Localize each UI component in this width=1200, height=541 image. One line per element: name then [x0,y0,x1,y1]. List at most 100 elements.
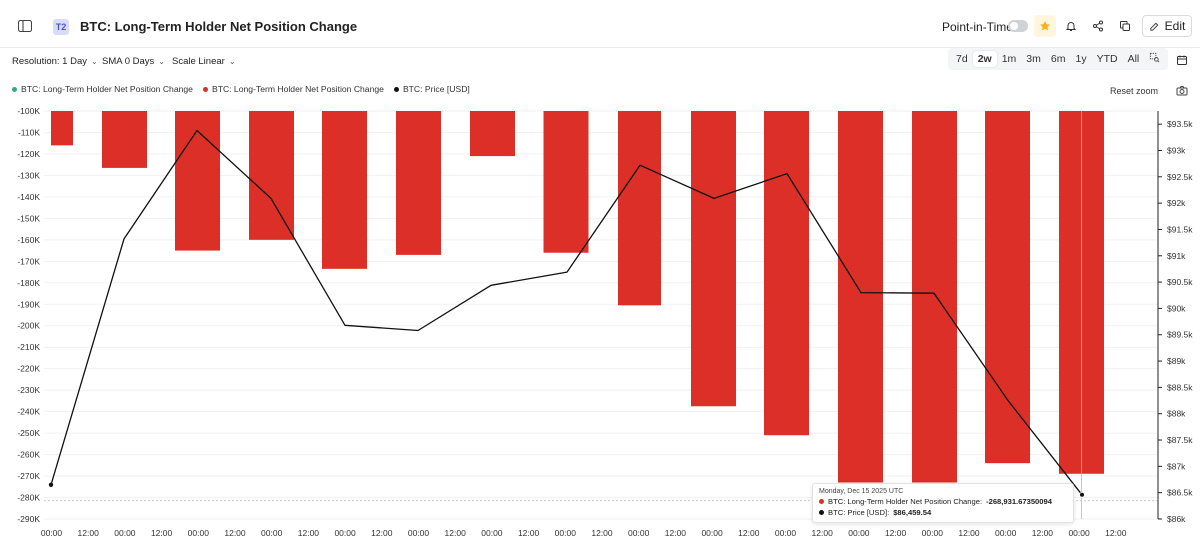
bar-net-position-change[interactable] [396,111,441,255]
duplicate-button[interactable] [1114,15,1136,37]
x-tick-label: 00:00 [922,528,944,538]
legend-item[interactable]: BTC: Price [USD] [393,84,470,94]
legend-label: BTC: Price [USD] [402,84,470,94]
range-button-1m[interactable]: 1m [1001,53,1017,65]
resolution-select[interactable]: Resolution: 1 Day ⌄ [12,56,98,67]
chart-controls: Resolution: 1 Day ⌄ SMA 0 Days ⌄ Scale Lin… [0,50,1200,74]
x-tick-label: 12:00 [1105,528,1127,538]
y-tick-label-right: $89.5k [1167,330,1193,340]
legend-label: BTC: Long-Term Holder Net Position Chang… [21,84,193,94]
y-tick-label-left: -230K [17,385,40,395]
y-tick-label-right: $88.5k [1167,382,1193,392]
x-tick-label: 12:00 [665,528,687,538]
y-tick-label-left: -120K [17,149,40,159]
alerts-button[interactable] [1060,15,1082,37]
chevron-down-icon: ⌄ [158,57,165,66]
x-tick-label: 12:00 [224,528,246,538]
tooltip-value: $86,459.54 [893,508,932,517]
y-tick-label-left: -100K [17,106,40,116]
range-button-1y[interactable]: 1y [1075,53,1087,65]
date-picker-button[interactable] [1172,50,1192,70]
price-point-start [48,482,54,487]
bar-net-position-change[interactable] [985,111,1030,464]
x-tick-label: 00:00 [481,528,503,538]
y-tick-label-left: -210K [17,342,40,352]
y-tick-label-right: $91.5k [1167,224,1193,234]
bar-net-position-change[interactable] [470,111,515,157]
chart-tooltip: Monday, Dec 15 2025 UTC BTC: Long-Term H… [812,483,1074,523]
bar-net-position-change[interactable] [838,111,883,483]
reset-zoom-button[interactable]: Reset zoom [1110,86,1159,96]
scale-value: Scale Linear [172,56,225,67]
chevron-down-icon: ⌄ [228,57,236,66]
favorite-button[interactable] [1034,15,1056,37]
range-button-2w[interactable]: 2w [972,51,997,67]
sma-select[interactable]: SMA 0 Days ⌄ [102,56,165,67]
sidebar-toggle-button[interactable] [12,14,38,38]
bar-net-position-change[interactable] [175,111,220,251]
x-tick-label: 00:00 [701,528,723,538]
x-tick-label: 12:00 [958,528,980,538]
range-button-ytd[interactable]: YTD [1096,53,1118,65]
bar-net-position-change[interactable] [51,111,73,146]
tier-badge: T2 [53,19,69,35]
range-button-6m[interactable]: 6m [1050,53,1066,65]
price-point-hovered[interactable] [1079,492,1085,498]
pencil-icon [1150,22,1159,31]
x-tick-label: 00:00 [408,528,430,538]
x-tick-label: 12:00 [298,528,320,538]
legend-item[interactable]: BTC: Long-Term Holder Net Position Chang… [202,84,384,94]
y-tick-label-left: -180K [17,278,40,288]
x-tick-label: 12:00 [151,528,173,538]
copy-icon [1120,21,1130,31]
legend-dot [202,86,208,92]
bar-net-position-change[interactable] [249,111,294,240]
resolution-value: Resolution: 1 Day [12,56,87,67]
tooltip-date: Monday, Dec 15 2025 UTC [819,488,904,495]
point-in-time-toggle[interactable] [1008,20,1028,32]
x-tick-label: 00:00 [995,528,1017,538]
series-dot [819,510,824,515]
bar-net-position-change[interactable] [322,111,367,269]
sidebar-icon [18,20,32,32]
legend-dot [12,86,17,92]
y-tick-label-right: $90k [1167,303,1186,313]
y-tick-label-left: -190K [17,299,40,309]
legend-item[interactable]: BTC: Long-Term Holder Net Position Chang… [12,84,193,94]
y-tick-label-left: -270K [17,471,40,481]
x-tick-label: 00:00 [628,528,650,538]
tooltip-row-net-position: BTC: Long-Term Holder Net Position Chang… [819,497,1067,506]
range-button-7d[interactable]: 7d [956,53,968,65]
chart-legend: BTC: Long-Term Holder Net Position Chang… [12,82,470,96]
bar-net-position-change[interactable] [102,111,147,168]
legend-dot [393,86,399,92]
y-tick-label-left: -170K [17,256,40,266]
range-button-3m[interactable]: 3m [1026,53,1041,65]
x-tick-label: 12:00 [591,528,613,538]
series-dot [819,499,824,504]
x-tick-label: 12:00 [78,528,100,538]
y-tick-label-right: $87.5k [1167,435,1193,445]
bar-net-position-change[interactable] [912,111,957,483]
y-tick-label-left: -150K [17,213,40,223]
bar-net-position-change[interactable] [764,111,809,436]
x-tick-label: 12:00 [518,528,540,538]
zoom-select-icon[interactable] [1144,50,1165,68]
bar-net-position-change[interactable] [543,111,589,253]
share-button[interactable] [1087,15,1109,37]
y-tick-label-left: -290K [17,514,40,524]
tooltip-row-price: BTC: Price [USD]: $86,459.54 [819,508,1067,517]
range-button-all[interactable]: All [1127,53,1140,65]
x-tick-label: 00:00 [555,528,577,538]
scale-select[interactable]: Scale Linear ⌄ [172,56,236,67]
camera-icon[interactable] [1176,85,1188,97]
y-tick-label-right: $89k [1167,356,1186,366]
bar-net-position-change[interactable] [691,111,736,407]
edit-button[interactable]: Edit [1142,15,1192,37]
y-tick-label-right: $86.5k [1167,488,1193,498]
y-tick-label-left: -130K [17,170,40,180]
y-tick-label-right: $92.5k [1167,172,1193,182]
y-tick-label-left: -260K [17,450,40,460]
bar-net-position-change[interactable] [618,111,661,306]
